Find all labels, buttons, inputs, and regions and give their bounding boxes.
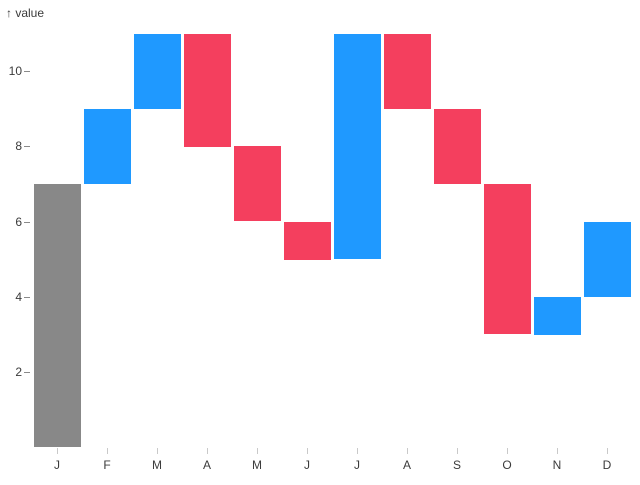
x-tick-label: J	[54, 458, 60, 472]
x-tick-mark	[507, 448, 508, 454]
x-tick-mark	[557, 448, 558, 454]
waterfall-bar-o-10	[484, 184, 531, 334]
x-tick-mark	[157, 448, 158, 454]
x-tick-label: A	[202, 458, 211, 472]
waterfall-bar-n-11	[534, 297, 581, 335]
y-tick-label: 10	[8, 64, 22, 78]
x-tick-label: N	[552, 458, 562, 472]
y-tick-mark	[24, 297, 30, 298]
y-tick-mark	[24, 71, 30, 72]
x-tick-label: J	[304, 458, 310, 472]
y-tick-mark	[24, 372, 30, 373]
x-tick-label: D	[602, 458, 612, 472]
waterfall-bar-f-2	[84, 109, 131, 184]
y-tick-label: 6	[15, 215, 22, 229]
x-tick-mark	[57, 448, 58, 454]
y-tick-label: 8	[15, 139, 22, 153]
waterfall-bar-j-6	[284, 222, 331, 260]
x-tick-label: M	[252, 458, 262, 472]
x-tick-mark	[257, 448, 258, 454]
y-axis-label: ↑ value	[6, 6, 45, 20]
x-tick-mark	[357, 448, 358, 454]
x-tick-label: O	[502, 458, 512, 472]
waterfall-bar-j-1	[34, 184, 81, 447]
x-tick-mark	[307, 448, 308, 454]
waterfall-bar-a-4	[184, 34, 231, 147]
waterfall-bar-m-3	[134, 34, 181, 109]
y-tick-label: 2	[15, 365, 22, 379]
plot-area: 2 4 6 8 10 J F M A M J J A S O N D	[9, 30, 632, 472]
waterfall-bar-a-8	[384, 34, 431, 109]
waterfall-bar-d-12	[584, 222, 631, 297]
x-tick-mark	[207, 448, 208, 454]
y-tick-mark	[24, 222, 30, 223]
x-tick-mark	[607, 448, 608, 454]
x-tick-label: J	[354, 458, 360, 472]
x-tick-label: F	[103, 458, 111, 472]
waterfall-bar-j-7	[334, 34, 381, 259]
y-tick-label: 4	[15, 290, 22, 304]
x-tick-label: S	[452, 458, 461, 472]
waterfall-bar-m-5	[234, 146, 281, 221]
y-tick-mark	[24, 146, 30, 147]
x-tick-label: A	[402, 458, 411, 472]
x-tick-label: M	[152, 458, 162, 472]
waterfall-bar-s-9	[434, 109, 481, 184]
x-tick-mark	[107, 448, 108, 454]
x-tick-mark	[457, 448, 458, 454]
x-tick-mark	[407, 448, 408, 454]
